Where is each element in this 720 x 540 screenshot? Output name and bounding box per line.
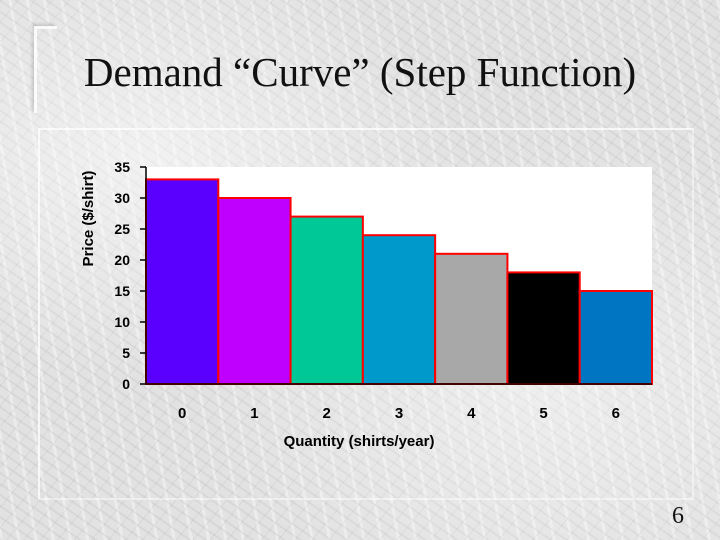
x-tick-label: 4 <box>467 405 476 422</box>
bar-0 <box>145 178 220 385</box>
y-tick-label: 5 <box>122 345 130 361</box>
y-tick-label: 10 <box>114 314 130 330</box>
y-tick-label: 0 <box>122 376 130 392</box>
slide-title: Demand “Curve” (Step Function) <box>83 49 637 95</box>
x-tick-label: 3 <box>395 405 403 422</box>
bar-2 <box>289 215 364 385</box>
y-axis-title: Price ($/shirt) <box>80 171 97 267</box>
y-tick-label: 15 <box>114 283 130 299</box>
y-tick-label: 35 <box>114 159 130 175</box>
y-tick-label: 25 <box>114 221 130 237</box>
y-tick-label: 20 <box>114 252 130 268</box>
content-frame <box>38 128 694 500</box>
y-ticks-group: 0 5 10 15 20 25 30 35 <box>114 159 146 392</box>
bar-5 <box>506 271 581 385</box>
slide-number: 6 <box>672 503 684 529</box>
bar-4 <box>434 252 509 385</box>
decorative-frame-corner <box>34 26 57 113</box>
x-tick-label: 2 <box>323 405 331 422</box>
y-tick-label: 30 <box>114 190 130 206</box>
x-tick-label: 5 <box>539 405 547 422</box>
x-tick-label: 0 <box>178 405 186 422</box>
x-tick-label: 6 <box>612 405 620 422</box>
bar-6 <box>578 290 654 385</box>
x-ticks-group: 0 1 2 3 4 5 6 <box>178 405 620 422</box>
bar-1 <box>217 197 292 385</box>
bars-group <box>145 178 654 385</box>
bar-3 <box>361 234 437 385</box>
x-axis-title: Quantity (shirts/year) <box>284 433 435 450</box>
x-tick-label: 1 <box>250 405 258 422</box>
